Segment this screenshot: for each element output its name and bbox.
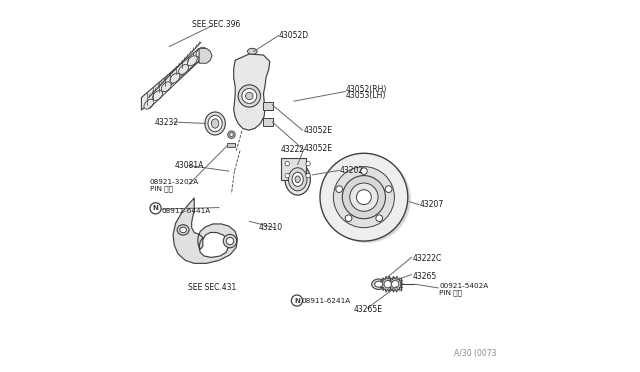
Circle shape	[356, 190, 371, 205]
Text: A/30 (0073: A/30 (0073	[454, 349, 497, 358]
Ellipse shape	[292, 172, 303, 186]
Polygon shape	[387, 276, 403, 292]
Polygon shape	[173, 198, 237, 263]
Circle shape	[349, 183, 378, 211]
Ellipse shape	[161, 82, 172, 92]
Text: 43053(LH): 43053(LH)	[346, 92, 387, 100]
FancyBboxPatch shape	[282, 158, 306, 180]
Text: 43052(RH): 43052(RH)	[346, 85, 387, 94]
Text: 43222C: 43222C	[412, 254, 442, 263]
Ellipse shape	[196, 47, 206, 57]
Circle shape	[376, 215, 383, 222]
Circle shape	[150, 203, 161, 214]
Text: N: N	[294, 298, 300, 304]
FancyBboxPatch shape	[264, 102, 273, 110]
Ellipse shape	[170, 73, 180, 83]
Circle shape	[246, 92, 253, 100]
Circle shape	[336, 186, 342, 192]
Ellipse shape	[211, 119, 219, 128]
Ellipse shape	[289, 168, 307, 191]
Circle shape	[320, 153, 408, 241]
Text: 43052E: 43052E	[303, 126, 332, 135]
Circle shape	[342, 176, 385, 219]
Polygon shape	[234, 54, 270, 130]
Ellipse shape	[152, 90, 163, 100]
FancyBboxPatch shape	[227, 143, 235, 147]
Text: 43222: 43222	[280, 145, 305, 154]
Text: 08911-6441A: 08911-6441A	[162, 208, 211, 214]
Text: 43202: 43202	[339, 166, 364, 175]
Ellipse shape	[180, 227, 186, 233]
Text: 43052D: 43052D	[279, 31, 309, 40]
Polygon shape	[199, 48, 212, 63]
Text: 43081A: 43081A	[175, 161, 204, 170]
Text: 43210: 43210	[259, 223, 283, 232]
Circle shape	[306, 173, 310, 178]
Text: SEE SEC.396: SEE SEC.396	[191, 20, 240, 29]
Text: PIN ビン: PIN ビン	[150, 186, 173, 192]
Circle shape	[306, 161, 310, 166]
FancyBboxPatch shape	[264, 118, 273, 126]
Circle shape	[345, 215, 352, 222]
Circle shape	[360, 168, 367, 174]
Ellipse shape	[205, 112, 225, 135]
Ellipse shape	[295, 176, 300, 183]
Circle shape	[228, 131, 235, 138]
Circle shape	[230, 133, 234, 137]
Circle shape	[291, 295, 303, 306]
Text: SEE SEC.431: SEE SEC.431	[188, 283, 236, 292]
Ellipse shape	[248, 48, 257, 54]
Ellipse shape	[177, 225, 189, 235]
Text: 43265: 43265	[412, 272, 436, 280]
Text: 00921-5402A: 00921-5402A	[439, 283, 488, 289]
Ellipse shape	[374, 281, 383, 287]
Ellipse shape	[208, 115, 222, 132]
Text: 43232: 43232	[154, 118, 179, 126]
Circle shape	[333, 167, 394, 228]
Ellipse shape	[285, 164, 310, 195]
Circle shape	[285, 161, 289, 166]
Circle shape	[323, 155, 411, 243]
Text: 08921-3202A: 08921-3202A	[150, 179, 199, 185]
Circle shape	[238, 85, 260, 107]
Circle shape	[223, 234, 237, 248]
Circle shape	[392, 280, 399, 288]
Circle shape	[385, 186, 392, 192]
Circle shape	[242, 89, 257, 103]
Ellipse shape	[372, 279, 386, 289]
Text: N: N	[152, 205, 159, 211]
Circle shape	[384, 280, 391, 288]
Ellipse shape	[188, 56, 197, 66]
Polygon shape	[380, 276, 396, 292]
Ellipse shape	[144, 99, 154, 109]
Ellipse shape	[179, 64, 189, 74]
Text: 43052E: 43052E	[303, 144, 332, 153]
Text: 08911-6241A: 08911-6241A	[301, 298, 351, 304]
Text: PIN ビン: PIN ビン	[439, 289, 462, 296]
Text: 43207: 43207	[420, 200, 444, 209]
Text: 43265E: 43265E	[353, 305, 383, 314]
Circle shape	[227, 237, 234, 245]
Polygon shape	[141, 48, 199, 110]
Circle shape	[285, 173, 289, 178]
